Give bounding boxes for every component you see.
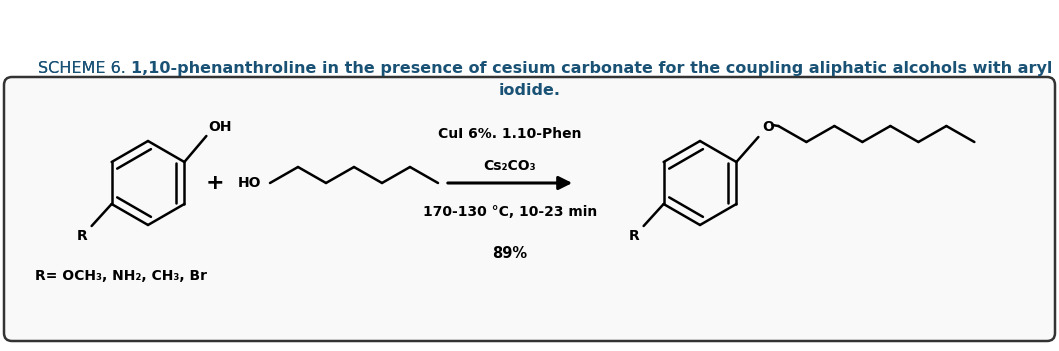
Text: 89%: 89% (492, 246, 527, 261)
Text: SCHEME 6.: SCHEME 6. (38, 61, 131, 76)
Text: +: + (205, 173, 225, 193)
Text: CuI 6%. 1.10-Phen: CuI 6%. 1.10-Phen (438, 127, 581, 141)
Text: iodide.: iodide. (499, 83, 560, 98)
Text: 170-130 °C, 10-23 min: 170-130 °C, 10-23 min (423, 205, 597, 219)
Text: OH: OH (209, 120, 232, 134)
Text: R: R (629, 229, 640, 243)
Text: SCHEME 6.: SCHEME 6. (38, 61, 131, 76)
Text: HO: HO (238, 176, 262, 190)
Text: R: R (77, 229, 88, 243)
Text: O: O (762, 120, 774, 134)
Text: Cs₂CO₃: Cs₂CO₃ (484, 159, 536, 173)
FancyBboxPatch shape (4, 77, 1055, 341)
Text: R= OCH₃, NH₂, CH₃, Br: R= OCH₃, NH₂, CH₃, Br (35, 269, 207, 283)
Text: 1,10-phenanthroline in the presence of cesium carbonate for the coupling aliphat: 1,10-phenanthroline in the presence of c… (131, 61, 1053, 76)
